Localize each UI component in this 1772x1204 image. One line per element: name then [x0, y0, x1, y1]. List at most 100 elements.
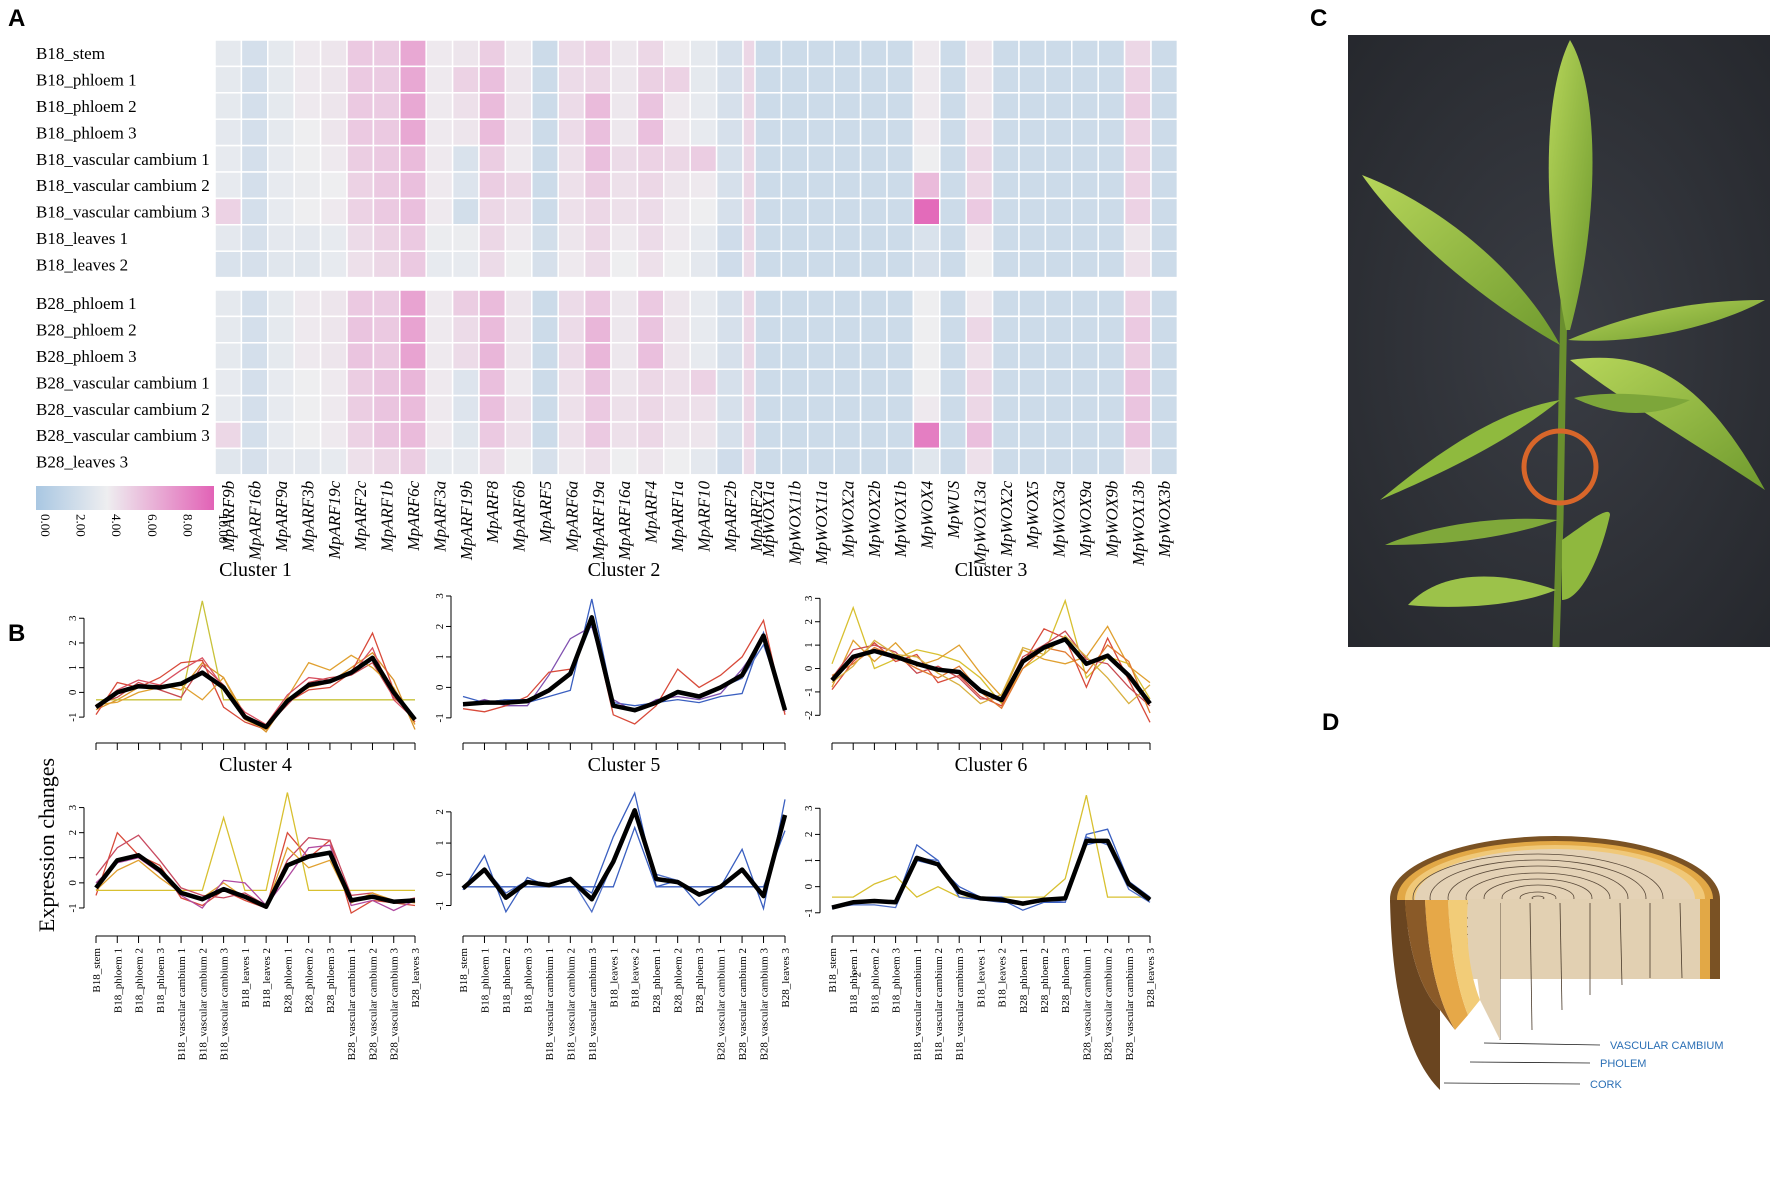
heatmap-arf-bottom-cell [451, 315, 480, 344]
heatmap-arf-bottom-cell [610, 289, 639, 318]
heatmap-wox-bottom-cell [1150, 342, 1179, 370]
x-tick-label: B28_phloem 2 [673, 948, 685, 1013]
heatmap-wox-top-cell [1097, 250, 1126, 279]
heatmap-arf-top-cell [399, 118, 427, 147]
heatmap-wox-top-cell [1018, 65, 1047, 94]
mean-line [94, 655, 417, 730]
heatmap-panel: B18_stem B18_phloem 1 B18_phloem 2 B18_phlo… [36, 39, 1179, 567]
x-tick-label: B18_vascular cambium 2 [933, 948, 945, 1060]
heatmap-wox-bottom-cell [886, 421, 915, 450]
heatmap-arf-top-cell [715, 250, 744, 279]
cluster-title: Cluster 1 [219, 559, 292, 581]
heatmap-arf-bottom-cell [293, 394, 322, 423]
heatmap-arf-top-cell [663, 118, 691, 147]
heatmap-arf-top-cell [610, 92, 639, 120]
heatmap-arf-top-cell [293, 118, 322, 147]
heatmap-gene-label: MpARF19a [589, 481, 608, 561]
y-tick-label: 3 [803, 805, 815, 811]
heatmap-arf-top-cell [267, 118, 295, 147]
heatmap-wox-top-cell [754, 92, 783, 120]
heatmap-arf-top-cell [346, 92, 375, 120]
panel-a-letter: A [8, 5, 25, 32]
heatmap-arf-top-cell [689, 250, 718, 279]
heatmap-arf-bottom-cell [372, 368, 401, 397]
heatmap-wox-bottom-cell [833, 394, 862, 423]
heatmap-wox-top-cell [939, 92, 967, 120]
heatmap-wox-bottom-cell [886, 342, 915, 370]
heatmap-wox-bottom-cell [1097, 315, 1126, 344]
heatmap-wox-top-cell [886, 197, 915, 226]
heatmap-arf-top-cell [689, 39, 718, 68]
heatmap-arf-bottom-cell [504, 289, 533, 318]
heatmap-gene-label: MpARF2a [747, 481, 766, 553]
series-line [96, 792, 415, 892]
heatmap-arf-bottom-cell [663, 315, 691, 344]
heatmap-wox-top-cell [859, 171, 888, 200]
heatmap-arf-top-cell [267, 224, 295, 252]
heatmap-wox-top-cell [780, 250, 809, 279]
heatmap-wox-top-cell [1097, 197, 1126, 226]
heatmap-arf-bottom-cell [689, 289, 718, 318]
heatmap-gene-label: MpARF1b [378, 481, 397, 553]
heatmap-gene-label: MpARF16b [246, 481, 265, 561]
heatmap-arf-top-cell [715, 118, 744, 147]
heatmap-wox-bottom-cell [1018, 394, 1047, 423]
heatmap-wox-top-cell [859, 118, 888, 147]
heatmap-arf-top-cell [451, 250, 480, 279]
heatmap-arf-top-cell [478, 171, 507, 200]
heatmap-arf-bottom-cell [636, 368, 665, 397]
heatmap-arf-top-cell [319, 197, 348, 226]
heatmap-arf-bottom-cell [715, 289, 744, 318]
heatmap-wox-bottom-cell [859, 315, 888, 344]
heatmap-wox-bottom-cell [754, 447, 783, 476]
heatmap-arf-top-cell [636, 144, 665, 173]
heatmap-gene-label: MpWOX3b [1155, 481, 1174, 558]
heatmap-wox-top-cell [1150, 197, 1179, 226]
x-tick-label: B18_leaves 1 [608, 948, 620, 1008]
heatmap-arf-top-cell [451, 197, 480, 226]
x-tick-label: B28_phloem 3 [1060, 948, 1072, 1014]
heatmap-arf-top-cell [636, 92, 665, 120]
heatmap-wox-top-cell [1018, 144, 1047, 173]
heatmap-wox-bottom-cell [859, 421, 888, 450]
heatmap-arf-top-cell [214, 224, 243, 252]
heatmap-arf-top-cell [504, 144, 533, 173]
heatmap-arf-top-cell [346, 224, 375, 252]
heatmap-arf-bottom-cell [372, 289, 401, 318]
heatmap-wox-bottom-cell [886, 394, 915, 423]
heatmap-arf-top-cell [319, 92, 348, 120]
cluster-chart: Cluster 3 -2 -1 0 1 2 3 [803, 559, 1152, 750]
heatmap-wox-bottom-cell [780, 447, 809, 476]
heatmap-wox-top-cell [965, 171, 994, 200]
heatmap-wox-top-cell [1018, 39, 1047, 68]
heatmap-arf-top-cell [636, 224, 665, 252]
heatmap-arf-top-cell [267, 197, 295, 226]
heatmap-arf-bottom-cell [557, 394, 586, 423]
heatmap-arf-bottom-cell [478, 421, 507, 450]
heatmap-arf-top-cell [451, 65, 480, 94]
heatmap-wox-top-cell [991, 65, 1020, 94]
heatmap-arf-bottom-cell [478, 289, 507, 318]
x-tick-label: B28_vascular cambium 3 [1124, 948, 1136, 1061]
heatmap-wox-bottom-cell [754, 368, 783, 397]
heatmap-wox-top-cell [833, 144, 862, 173]
heatmap-gene-label: MpARF9b [219, 481, 238, 553]
heatmap-wox-top-cell [859, 65, 888, 94]
heatmap-wox-top-cell [939, 224, 967, 252]
heatmap-arf-top-cell [319, 118, 348, 147]
heatmap-wox-top-cell [939, 250, 967, 279]
heatmap-wox-top-cell [833, 224, 862, 252]
heatmap-wox-bottom-cell [1018, 368, 1047, 397]
heatmap-wox-bottom-cell [1097, 447, 1126, 476]
heatmap-wox-top-cell [1044, 65, 1073, 94]
heatmap-wox-top-cell [912, 144, 941, 173]
heatmap-wox-top-cell [939, 171, 967, 200]
series-line [95, 834, 416, 907]
series-line [832, 795, 1150, 898]
heatmap-wox-bottom-cell [1071, 315, 1099, 344]
heatmap-gene-label: MpARF10 [694, 480, 713, 552]
heatmap-wox-bottom-cell [833, 289, 862, 318]
heatmap-arf-top-cell [346, 250, 375, 279]
y-tick-label: -1 [803, 908, 815, 917]
heatmap-arf-bottom-cell [267, 315, 295, 344]
